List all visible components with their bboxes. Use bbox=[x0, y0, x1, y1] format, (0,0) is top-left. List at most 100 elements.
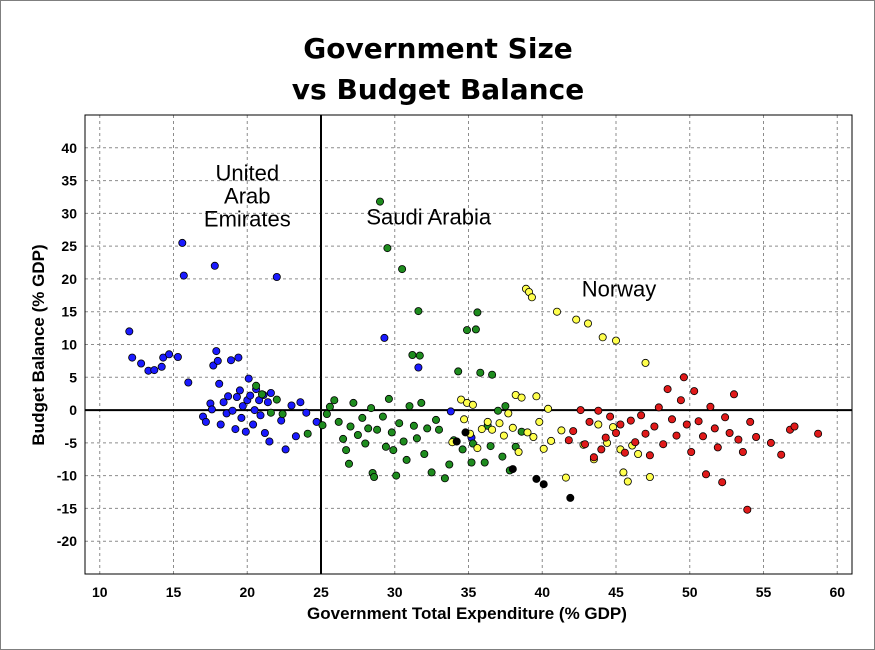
data-point bbox=[339, 434, 348, 443]
data-point bbox=[325, 402, 334, 411]
data-point bbox=[263, 398, 272, 407]
data-point bbox=[414, 307, 423, 316]
data-point bbox=[637, 411, 646, 420]
y-tick-label: -20 bbox=[57, 533, 77, 549]
data-point bbox=[476, 368, 485, 377]
data-point bbox=[249, 420, 258, 429]
data-point bbox=[814, 429, 823, 438]
data-point bbox=[682, 420, 691, 429]
data-point bbox=[495, 419, 504, 428]
data-point bbox=[201, 417, 210, 426]
data-point bbox=[734, 435, 743, 444]
data-point bbox=[468, 400, 477, 409]
y-tick-label: 15 bbox=[61, 304, 77, 320]
data-point bbox=[641, 358, 650, 367]
data-point bbox=[461, 428, 470, 437]
data-point bbox=[790, 422, 799, 431]
data-point bbox=[508, 465, 517, 474]
data-point bbox=[616, 420, 625, 429]
data-point bbox=[532, 392, 541, 401]
data-point bbox=[687, 447, 696, 456]
data-point bbox=[246, 391, 255, 400]
data-point bbox=[346, 422, 355, 431]
data-point bbox=[219, 398, 228, 407]
data-point bbox=[387, 428, 396, 437]
data-point bbox=[398, 265, 407, 274]
data-point bbox=[178, 238, 187, 247]
y-tick-label: -15 bbox=[57, 500, 77, 516]
data-point bbox=[645, 472, 654, 481]
data-point bbox=[584, 319, 593, 328]
data-point bbox=[454, 367, 463, 376]
data-point bbox=[668, 415, 677, 424]
data-point bbox=[361, 439, 370, 448]
data-point bbox=[452, 437, 461, 446]
data-point bbox=[303, 429, 312, 438]
data-point bbox=[561, 473, 570, 482]
data-point bbox=[532, 474, 541, 483]
data-point bbox=[738, 447, 747, 456]
data-point bbox=[606, 412, 615, 421]
y-tick-label: 10 bbox=[61, 337, 77, 353]
data-point bbox=[517, 393, 526, 402]
x-tick-label: 20 bbox=[239, 584, 255, 600]
x-axis-label: Government Total Expenditure (% GDP) bbox=[307, 604, 627, 623]
data-point bbox=[730, 390, 739, 399]
data-point bbox=[766, 438, 775, 447]
data-point bbox=[529, 432, 538, 441]
plot-area-border bbox=[84, 114, 853, 575]
data-point bbox=[564, 436, 573, 445]
data-point bbox=[777, 450, 786, 459]
data-point bbox=[157, 362, 166, 371]
y-tick-labels: 40 35 30 25 20 15 10 5 0 -5 -10 -15 -20 bbox=[57, 140, 77, 549]
data-point bbox=[594, 406, 603, 415]
data-point bbox=[488, 425, 497, 434]
data-point bbox=[238, 402, 247, 411]
data-point bbox=[364, 424, 373, 433]
data-point bbox=[414, 363, 423, 372]
data-point bbox=[358, 413, 367, 422]
y-tick-label: 35 bbox=[61, 173, 77, 189]
data-point bbox=[287, 401, 296, 410]
data-point bbox=[746, 417, 755, 426]
data-point bbox=[383, 244, 392, 253]
data-point bbox=[650, 422, 659, 431]
data-point bbox=[539, 444, 548, 453]
data-point bbox=[296, 398, 305, 407]
data-point bbox=[210, 261, 219, 270]
data-point bbox=[480, 458, 489, 467]
data-point bbox=[713, 443, 722, 452]
data-point bbox=[467, 458, 476, 467]
data-point bbox=[244, 374, 253, 383]
data-point bbox=[212, 347, 221, 356]
data-point bbox=[392, 471, 401, 480]
data-point bbox=[399, 437, 408, 446]
x-tick-labels: 10 15 20 25 30 35 40 45 50 55 60 bbox=[92, 584, 845, 600]
data-point bbox=[266, 408, 275, 417]
data-point bbox=[434, 425, 443, 434]
data-point bbox=[547, 436, 556, 445]
y-tick-label: 0 bbox=[69, 402, 77, 418]
x-tick-label: 15 bbox=[166, 584, 182, 600]
data-point bbox=[523, 428, 532, 437]
data-point bbox=[486, 442, 495, 451]
data-point bbox=[612, 336, 621, 345]
data-point bbox=[483, 417, 492, 426]
data-point bbox=[367, 404, 376, 413]
data-point bbox=[471, 325, 480, 334]
data-point bbox=[302, 408, 311, 417]
data-point bbox=[224, 392, 233, 401]
y-tick-label: 5 bbox=[69, 369, 77, 385]
data-point bbox=[250, 406, 259, 415]
x-tick-label: 40 bbox=[534, 584, 550, 600]
data-point bbox=[446, 407, 455, 416]
x-tick-label: 50 bbox=[682, 584, 698, 600]
data-point bbox=[514, 447, 523, 456]
data-point bbox=[423, 424, 432, 433]
data-point bbox=[159, 353, 168, 362]
x-tick-label: 60 bbox=[829, 584, 845, 600]
data-point bbox=[412, 434, 421, 443]
data-point bbox=[272, 272, 281, 281]
data-point bbox=[620, 448, 629, 457]
